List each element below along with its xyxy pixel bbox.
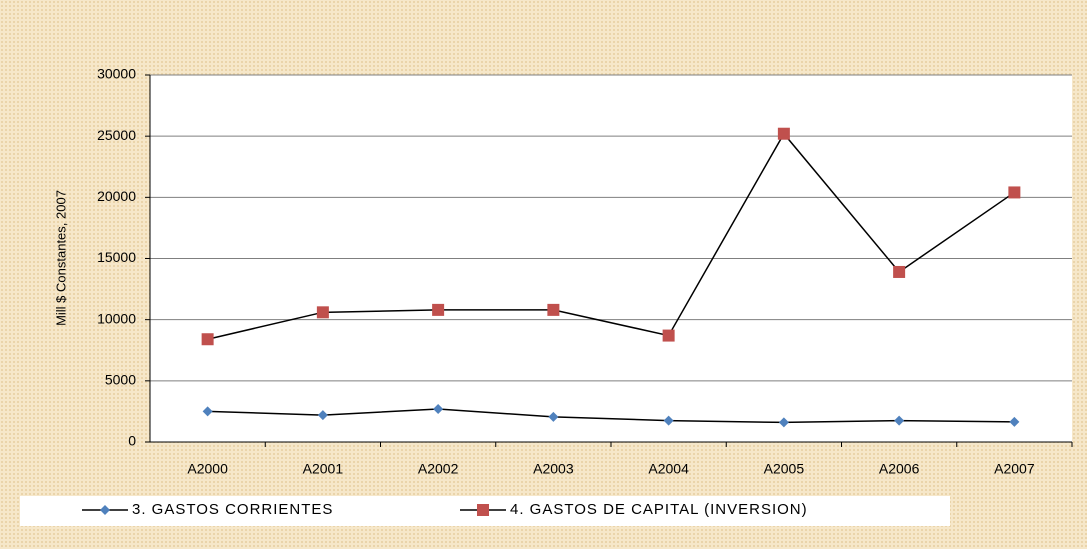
y-tick-label: 0 bbox=[128, 433, 136, 449]
x-tick-label: A2007 bbox=[994, 461, 1035, 477]
y-tick-label: 20000 bbox=[97, 188, 136, 204]
legend: 3. GASTOS CORRIENTES 4. GASTOS DE CAPITAL… bbox=[82, 501, 808, 518]
marker bbox=[1008, 186, 1021, 199]
marker bbox=[316, 306, 329, 319]
marker bbox=[432, 303, 445, 316]
x-tick-label: A2005 bbox=[764, 461, 805, 477]
x-tick-label: A2002 bbox=[418, 461, 459, 477]
x-tick-label: A2004 bbox=[648, 461, 689, 477]
x-tick-label: A2001 bbox=[303, 461, 344, 477]
marker bbox=[1009, 416, 1020, 427]
marker bbox=[100, 505, 110, 515]
marker bbox=[894, 415, 905, 426]
series-line bbox=[207, 132, 1015, 340]
series-line bbox=[207, 408, 1015, 424]
y-tick-label: 25000 bbox=[97, 127, 136, 143]
legend-label: 4. GASTOS DE CAPITAL (INVERSION) bbox=[510, 501, 808, 518]
y-tick-label: 15000 bbox=[97, 249, 136, 265]
marker bbox=[317, 410, 328, 421]
y-tick-label: 10000 bbox=[97, 310, 136, 326]
y-axis-label: Mill $ Constantes, 2007 bbox=[53, 190, 68, 326]
marker bbox=[663, 415, 674, 426]
marker bbox=[548, 411, 559, 422]
marker bbox=[202, 406, 213, 417]
x-tick-label: A2006 bbox=[879, 461, 920, 477]
y-tick-label: 5000 bbox=[105, 372, 136, 388]
x-tick-label: A2000 bbox=[187, 461, 228, 477]
marker bbox=[778, 417, 789, 428]
marker bbox=[547, 303, 560, 316]
y-tick-label: 30000 bbox=[97, 66, 136, 82]
legend-label: 3. GASTOS CORRIENTES bbox=[132, 501, 333, 518]
marker bbox=[777, 127, 790, 140]
marker bbox=[893, 265, 906, 278]
marker bbox=[201, 333, 214, 346]
marker bbox=[662, 329, 675, 342]
marker bbox=[477, 504, 489, 516]
marker bbox=[433, 403, 444, 414]
x-tick-label: A2003 bbox=[533, 461, 574, 477]
